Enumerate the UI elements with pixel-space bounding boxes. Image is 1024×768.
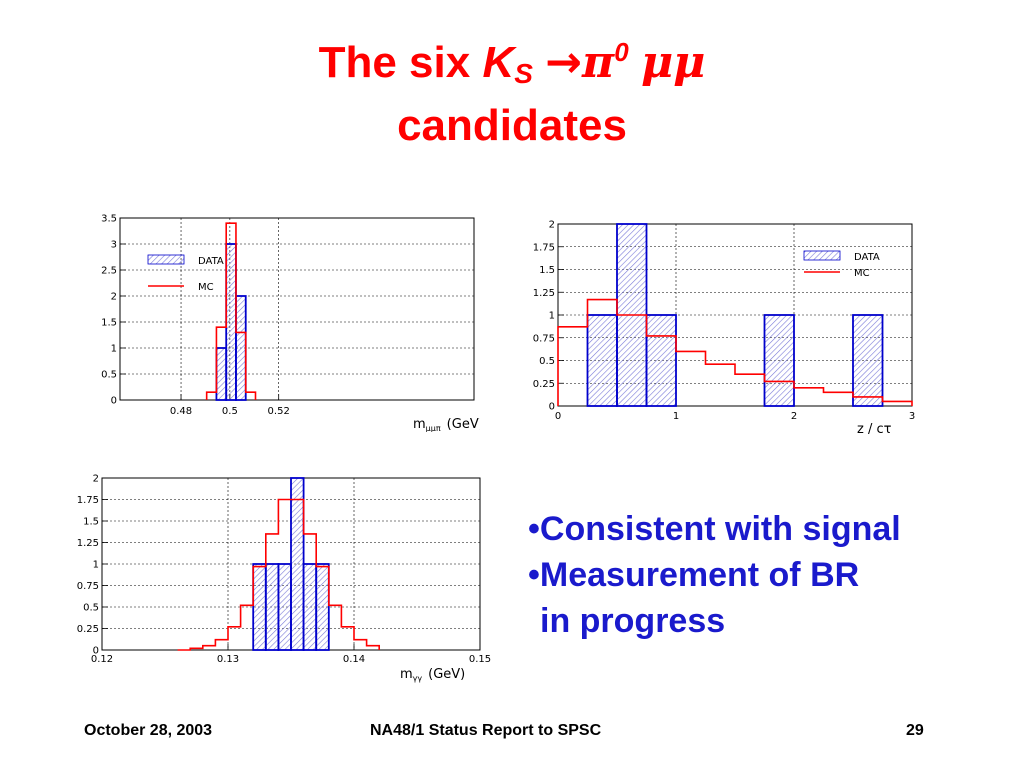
x-tick-label: 1 [673,411,679,422]
y-tick-label: 0.5 [83,603,99,614]
data-bar [215,347,228,401]
x-axis-label: mμμπ (GeV) [413,417,480,432]
y-tick-label: 1 [549,311,555,322]
x-axis-label-unit: (GeV) [428,667,465,682]
kaon-symbol: K [482,38,515,87]
y-tick-label: 2.5 [101,266,117,277]
data-bar [302,563,318,651]
bullet-measurement: •Measurement of BR [528,556,860,594]
legend-data-swatch [147,254,185,265]
data-bar [315,563,330,651]
bullet-list: •Consistent with signal •Measurement of … [528,506,901,644]
histogram-mass-mumupi-svg: 0 0.5 1 1.5 2 2.5 3 3.5 0.48 0.5 0.52 DATA MC mμμπ (Ge… [101,214,480,433]
y-tick-label: 1 [93,560,99,571]
legend-data-swatch [803,250,841,261]
data-bar [252,563,267,651]
y-tick-label: 1.5 [539,265,555,276]
y-tick-label: 1.25 [77,538,99,549]
data-bar [852,314,884,407]
legend-label: MC [198,282,214,293]
mc-step-line [557,298,913,406]
legend-label: DATA [198,256,224,267]
x-axis-label: z / cτ [857,422,892,437]
histogram-mass-mumupi: 0 0.5 1 1.5 2 2.5 3 3.5 0.48 0.5 0.52 DATA MC mμμπ (Ge… [68,210,480,433]
histogram-mass-gammagamma: 0 0.25 0.5 0.75 1 1.25 1.5 1.75 2 0.12 0.13 0.14 0.1… [70,468,500,688]
legend-label: DATA [854,252,880,263]
data-bar [277,563,292,651]
y-tick-label: 1.25 [533,288,555,299]
x-axis-label-main: m [413,417,426,432]
histogram-mass-gammagamma-svg: 0 0.25 0.5 0.75 1 1.25 1.5 1.75 2 0.12 0.13 0.14 0.1… [77,474,491,684]
kaon-subscript: S [514,58,533,89]
x-axis-label-main: m [400,667,413,682]
data-bar [586,314,618,407]
x-tick-label: 0.15 [469,654,491,665]
title-line-2: candidates [397,101,627,150]
bullet-consistent: •Consistent with signal [528,510,901,548]
y-tick-label: 0 [111,396,117,407]
footer-title: NA48/1 Status Report to SPSC [370,722,602,739]
muon-pair-symbol: μμ [640,37,706,88]
x-axis-label-subscript: γγ [413,674,423,683]
y-tick-label: 2 [93,474,99,485]
bullet-measurement-continued: in progress [540,602,726,640]
x-tick-label: 0 [555,411,561,422]
y-tick-label: 3 [111,240,117,251]
pion-superscript: 0 [614,37,629,67]
y-tick-label: 2 [549,220,555,231]
y-tick-label: 0 [93,646,99,657]
data-bar [645,314,677,407]
y-tick-label: 0.5 [539,356,555,367]
x-tick-label: 2 [791,411,797,422]
pion-symbol: π [582,37,615,88]
x-tick-label: 0.12 [91,654,113,665]
data-bar [763,314,795,407]
data-bar [290,477,305,651]
y-tick-label: 2 [111,292,117,303]
y-tick-label: 0 [549,402,555,413]
y-tick-label: 0.5 [101,370,117,381]
legend-label: MC [854,268,870,279]
y-tick-label: 1.75 [533,242,555,253]
x-tick-label: 0.14 [343,654,365,665]
data-bar [235,295,247,401]
mc-step-line [177,498,380,651]
y-tick-label: 3.5 [101,214,117,225]
data-bar [264,563,280,651]
x-tick-label: 0.52 [268,406,290,417]
x-tick-label: 0.13 [217,654,239,665]
data-bar [225,243,237,401]
x-axis-label-unit: (GeV) [447,417,480,432]
title-line-1: The six KS →π0 μμ [0,26,1024,100]
title-prefix: The six [318,38,483,87]
y-tick-label: 0.75 [77,581,99,592]
x-tick-label: 0.48 [170,406,192,417]
histogram-decay-length-svg: 0 0.25 0.5 0.75 1 1.25 1.5 1.75 2 0 1 2 3 DATA MC z / c… [533,220,915,438]
plot-frame [119,217,475,401]
footer-page-number: 29 [906,722,924,739]
y-tick-label: 1.5 [101,318,117,329]
y-tick-label: 1 [111,344,117,355]
y-tick-label: 0.75 [533,333,555,344]
mc-step-line [205,222,257,400]
x-axis-label-subscript: μμπ [426,424,441,432]
footer-date: October 28, 2003 [84,722,213,739]
y-tick-label: 0.25 [533,379,555,390]
x-axis-label: mγγ (GeV) [400,667,465,683]
y-tick-label: 0.25 [77,624,99,635]
y-tick-label: 1.75 [77,495,99,506]
histogram-decay-length: 0 0.25 0.5 0.75 1 1.25 1.5 1.75 2 0 1 2 3 DATA MC z / c… [512,216,932,438]
y-tick-label: 1.5 [83,517,99,528]
x-tick-label: 3 [909,411,915,422]
slide-title: The six KS →π0 μμ candidates [0,26,1024,152]
x-tick-label: 0.5 [222,406,238,417]
x-axis-label-main: z / cτ [857,422,892,437]
arrow-symbol: → [545,37,583,88]
